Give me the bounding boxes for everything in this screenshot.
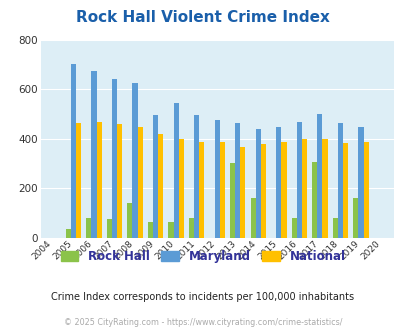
Bar — [260, 144, 265, 238]
Bar — [337, 123, 342, 238]
Bar — [219, 142, 224, 238]
Bar — [107, 219, 112, 238]
Legend: Rock Hall, Maryland, National: Rock Hall, Maryland, National — [60, 250, 345, 263]
Bar — [255, 129, 260, 238]
Bar — [317, 114, 322, 238]
Text: Crime Index corresponds to incidents per 100,000 inhabitants: Crime Index corresponds to incidents per… — [51, 292, 354, 302]
Bar — [342, 143, 347, 238]
Bar — [71, 64, 76, 238]
Bar — [275, 127, 281, 238]
Bar — [296, 122, 301, 238]
Bar — [91, 71, 96, 238]
Bar — [291, 218, 296, 238]
Bar — [66, 229, 71, 238]
Bar — [214, 120, 219, 238]
Bar — [112, 79, 117, 238]
Bar — [147, 221, 153, 238]
Bar — [250, 198, 255, 238]
Bar — [178, 139, 183, 238]
Bar — [132, 83, 137, 238]
Bar — [362, 142, 368, 238]
Bar — [194, 115, 199, 238]
Bar — [127, 203, 132, 238]
Bar — [153, 115, 158, 238]
Bar — [230, 163, 234, 238]
Bar — [311, 162, 317, 238]
Bar — [76, 122, 81, 238]
Bar — [322, 139, 327, 238]
Bar — [332, 218, 337, 238]
Bar — [86, 218, 91, 238]
Bar — [358, 127, 362, 238]
Bar — [234, 123, 240, 238]
Text: © 2025 CityRating.com - https://www.cityrating.com/crime-statistics/: © 2025 CityRating.com - https://www.city… — [64, 318, 341, 327]
Text: Rock Hall Violent Crime Index: Rock Hall Violent Crime Index — [76, 10, 329, 25]
Bar — [158, 134, 163, 238]
Bar — [301, 139, 306, 238]
Bar — [117, 124, 122, 238]
Bar — [281, 142, 286, 238]
Bar — [173, 103, 178, 238]
Bar — [137, 127, 143, 238]
Bar — [96, 122, 101, 238]
Bar — [188, 218, 194, 238]
Bar — [199, 142, 204, 238]
Bar — [168, 221, 173, 238]
Bar — [352, 198, 358, 238]
Bar — [240, 147, 245, 238]
